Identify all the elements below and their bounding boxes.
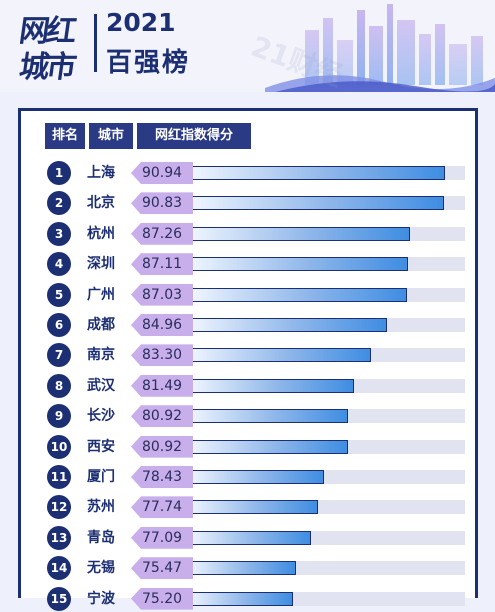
score-bar	[185, 196, 444, 211]
score-label: 78.43	[131, 466, 193, 488]
score-bar	[185, 439, 348, 454]
chart-row: 2 北京 90.83	[21, 190, 475, 216]
header-divider	[94, 14, 97, 72]
rank-badge: 15	[47, 586, 71, 611]
rank-badge: 5	[47, 282, 71, 307]
score-label: 81.49	[131, 374, 193, 397]
city-label: 南京	[87, 347, 115, 364]
city-label: 武汉	[87, 377, 115, 394]
chart-row: 15 宁波 75.20	[21, 586, 475, 612]
chart-row: 1 上海 90.94	[21, 160, 475, 186]
score-label: 90.94	[131, 162, 193, 184]
rank-badge: 14	[47, 556, 71, 581]
score-label: 80.92	[131, 435, 193, 458]
skyline-illustration	[265, 4, 495, 92]
header: 网红 城市 2021 百强榜	[0, 0, 495, 92]
chart-row: 7 南京 83.30	[21, 342, 475, 368]
score-label: 87.11	[131, 253, 193, 276]
chart-row: 3 杭州 87.26	[21, 221, 475, 247]
rank-badge: 7	[47, 343, 71, 368]
score-label: 83.30	[131, 344, 193, 367]
city-label: 厦门	[87, 469, 115, 485]
rank-badge: 11	[47, 465, 71, 489]
city-label: 广州	[87, 286, 115, 303]
chart-row: 14 无锡 75.47	[21, 555, 475, 581]
city-label: 成都	[87, 317, 115, 333]
chart-row: 12 苏州 77.74	[21, 494, 475, 520]
chart-row: 9 长沙 80.92	[21, 403, 475, 429]
rank-badge: 9	[47, 404, 71, 429]
chart-row: 4 深圳 87.11	[21, 251, 475, 277]
city-label: 无锡	[87, 560, 115, 577]
score-bar	[185, 257, 408, 272]
rank-badge: 1	[47, 161, 71, 185]
score-bar	[185, 226, 410, 241]
score-bar	[185, 318, 387, 332]
header-subtitle: 百强榜	[106, 48, 191, 78]
chart-row: 11 厦门 78.43	[21, 464, 475, 490]
city-label: 深圳	[87, 256, 115, 273]
score-label: 80.92	[131, 405, 193, 428]
city-label: 宁波	[87, 590, 115, 607]
score-label: 75.47	[131, 557, 193, 580]
score-bar	[185, 378, 354, 393]
city-label: 上海	[87, 165, 115, 181]
chart-row: 8 武汉 81.49	[21, 373, 475, 399]
score-bar	[185, 591, 293, 606]
chart-row: 5 广州 87.03	[21, 282, 475, 308]
rank-badge: 13	[47, 525, 71, 550]
score-bar	[185, 348, 371, 363]
score-label: 77.09	[131, 526, 193, 549]
city-label: 青岛	[87, 529, 115, 546]
score-bar	[185, 287, 407, 302]
logo-line2: 城市	[17, 50, 76, 85]
score-bar	[185, 500, 318, 515]
column-header-city: 城市	[89, 123, 133, 149]
score-label: 84.96	[131, 314, 193, 336]
score-bar	[185, 530, 311, 545]
city-label: 苏州	[87, 499, 115, 516]
header-year: 2021	[106, 8, 176, 37]
rank-badge: 6	[47, 313, 71, 337]
score-label: 90.83	[131, 192, 193, 215]
score-label: 75.20	[131, 587, 193, 610]
score-bar	[185, 470, 324, 484]
rank-badge: 2	[47, 191, 71, 216]
city-label: 北京	[87, 195, 115, 212]
rank-badge: 3	[47, 221, 71, 246]
city-label: 长沙	[87, 408, 115, 425]
score-bar	[185, 409, 348, 424]
rank-badge: 10	[47, 434, 71, 459]
score-bar	[185, 561, 296, 576]
score-label: 77.74	[131, 496, 193, 519]
score-label: 87.26	[131, 222, 193, 245]
rank-badge: 4	[47, 252, 71, 277]
column-header-rank: 排名	[45, 123, 85, 149]
ranking-panel: 排名 城市 网红指数得分 1 上海 90.94 2 北京 90.83 3 杭州 87.26 4 深圳…	[18, 108, 478, 611]
score-label: 87.03	[131, 283, 193, 306]
chart-row: 6 成都 84.96	[21, 312, 475, 338]
rank-badge: 8	[47, 373, 71, 398]
chart-row: 10 西安 80.92	[21, 434, 475, 460]
city-label: 西安	[87, 438, 115, 455]
score-bar	[185, 166, 445, 180]
chart-row: 13 青岛 77.09	[21, 525, 475, 551]
rank-badge: 12	[47, 495, 71, 520]
logo: 网红 城市	[17, 6, 90, 85]
city-label: 杭州	[87, 225, 115, 242]
column-header-score: 网红指数得分	[137, 123, 251, 149]
